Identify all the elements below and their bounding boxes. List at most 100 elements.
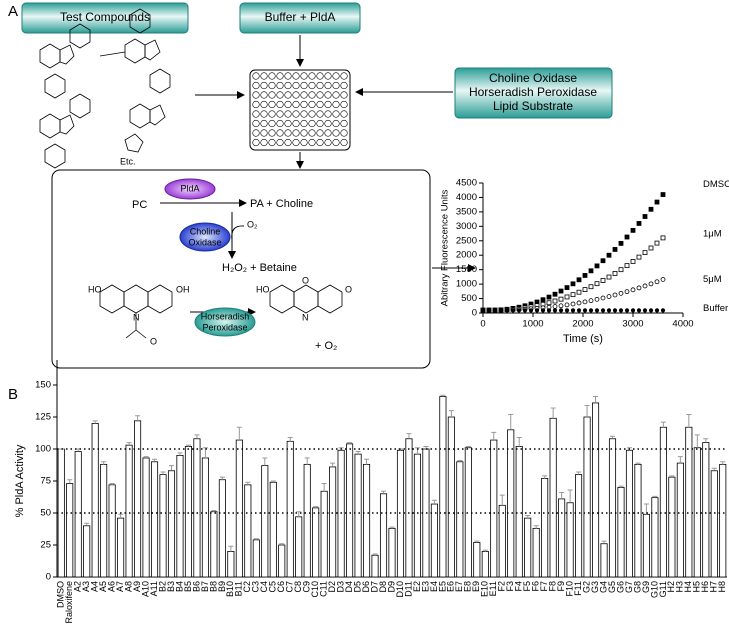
bar (134, 420, 142, 578)
marker (618, 267, 624, 273)
marker (510, 308, 516, 313)
y-tick-label: 4500 (456, 178, 477, 189)
marker (654, 199, 660, 205)
product: + O₂ (315, 340, 337, 352)
marker (630, 227, 636, 233)
marker (516, 308, 522, 313)
error-bar (160, 471, 166, 475)
atom: O (302, 275, 309, 285)
error-bar (279, 543, 285, 545)
bar (117, 517, 125, 578)
error-bar (202, 447, 208, 458)
well (268, 72, 276, 80)
x-tick-label: E6 (446, 581, 456, 592)
marker (522, 308, 528, 313)
marker (648, 206, 654, 212)
well (300, 129, 308, 137)
well (292, 138, 300, 147)
marker (612, 292, 618, 298)
error-bar (101, 461, 107, 465)
marker (618, 308, 624, 313)
error-bar (542, 475, 548, 479)
marker (552, 291, 558, 297)
bar (320, 490, 328, 578)
well (268, 100, 276, 109)
y-tick-label: 500 (461, 293, 477, 304)
error-bar (448, 410, 454, 417)
box-label: Test Compounds (60, 10, 150, 24)
x-tick-label: B6 (191, 581, 201, 592)
panel-label: A (8, 3, 18, 20)
x-tick-label: H2 (666, 581, 676, 593)
marker (558, 296, 564, 302)
marker (594, 308, 600, 313)
bar (371, 554, 379, 578)
well (292, 100, 300, 109)
bar (702, 442, 710, 578)
well (284, 110, 292, 118)
error-bar (465, 445, 471, 448)
marker (540, 308, 546, 313)
marker (660, 235, 666, 241)
marker (618, 240, 624, 246)
product: H₂O₂ + Betaine (222, 262, 297, 274)
marker (540, 297, 546, 303)
enzyme (179, 222, 231, 252)
series-label: DMSO (703, 179, 729, 190)
well (308, 72, 316, 80)
well (332, 81, 340, 90)
well (324, 129, 332, 137)
bar (405, 438, 413, 578)
marker (570, 292, 576, 298)
well (268, 110, 276, 118)
error-bar (406, 433, 412, 439)
well (300, 81, 308, 90)
box (21, 2, 189, 34)
x-tick-label: B2 (157, 581, 167, 592)
well (268, 119, 276, 128)
well (276, 81, 284, 90)
bar (235, 439, 243, 578)
error-bar (423, 445, 429, 449)
bar (388, 527, 396, 578)
bar (608, 438, 617, 578)
x-tick-label: F4 (514, 581, 524, 592)
well (324, 138, 332, 147)
bar (354, 453, 362, 578)
well (308, 110, 316, 118)
note: Etc. (120, 156, 136, 166)
marker (606, 274, 612, 280)
bar (159, 474, 167, 578)
error-bar (499, 494, 505, 506)
well (276, 72, 284, 80)
x-tick-label: Raloxifene (64, 581, 74, 624)
bar (125, 444, 133, 578)
error-bar (135, 415, 141, 421)
error-bar (296, 511, 302, 517)
error-bar (584, 404, 590, 417)
well (300, 72, 308, 80)
well (292, 91, 300, 99)
error-bar (177, 452, 183, 456)
well (252, 119, 260, 128)
marker (480, 308, 486, 313)
bar (642, 513, 650, 578)
well (260, 138, 268, 147)
well (284, 138, 292, 147)
well (340, 129, 348, 137)
well (316, 100, 324, 109)
marker (576, 289, 582, 295)
x-tick-label: D11 (403, 581, 413, 597)
well (340, 100, 348, 109)
bar (83, 525, 91, 578)
x-tick-label: H8 (717, 581, 727, 593)
x-tick-label: A8 (123, 581, 133, 592)
x-tick-label: E5 (437, 581, 447, 592)
bar (261, 465, 269, 578)
x-tick-label: C7 (285, 581, 295, 593)
bar (617, 486, 625, 578)
x-tick-label: B5 (183, 581, 193, 592)
x-tick-label: A2 (73, 581, 83, 592)
well (260, 110, 268, 118)
box-label: Lipid Substrate (493, 99, 573, 113)
